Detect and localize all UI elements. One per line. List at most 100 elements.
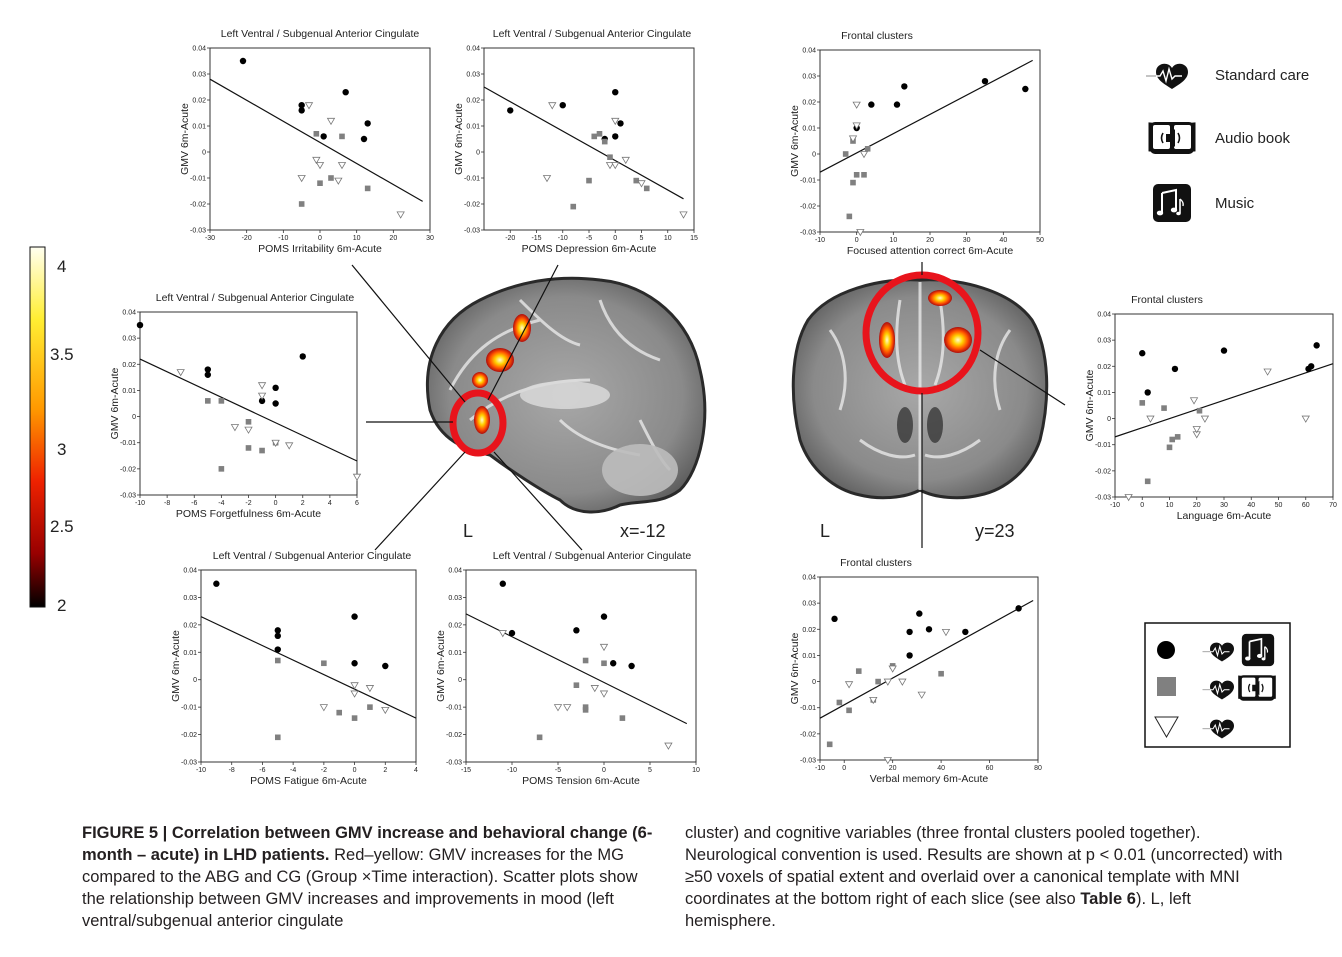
data-point-triangle — [1192, 426, 1201, 434]
activation-blob — [513, 314, 531, 342]
y-axis-label: GMV 6m-Acute — [170, 630, 182, 702]
y-tick-label: -0.01 — [464, 176, 480, 183]
data-point-square — [601, 660, 607, 667]
connector-line — [979, 349, 1066, 406]
data-point-triangle — [852, 122, 861, 130]
data-point-square — [1174, 434, 1181, 440]
coronal-coordinate-label: y=23 — [975, 521, 1015, 541]
y-tick-label: -0.01 — [446, 705, 462, 712]
activation-blob — [474, 406, 490, 434]
x-tick-label: -10 — [507, 767, 517, 774]
data-point-triangle — [230, 424, 240, 432]
colorbar: 4 3.5 3 2.5 2 — [29, 246, 74, 615]
data-point-square — [245, 419, 252, 425]
x-tick-label: 60 — [986, 765, 994, 772]
x-tick-label: 40 — [937, 765, 945, 772]
plot-frame — [200, 569, 417, 763]
x-tick-label: 0 — [842, 765, 846, 772]
sagittal-brain-slice: L x=-12 — [425, 276, 707, 541]
plot-title: Left Ventral / Subgenual Anterior Cingul… — [493, 28, 692, 40]
legend-marker-filled-circle — [1157, 641, 1175, 659]
plot-frame — [1114, 313, 1334, 498]
y-tick-label: 0.03 — [183, 595, 197, 602]
data-point-square — [274, 734, 281, 741]
y-tick-label: 0.01 — [802, 653, 816, 660]
x-tick-label: 6 — [355, 500, 359, 507]
legend-marker-open-triangle — [1154, 716, 1179, 739]
x-tick-label: 5 — [648, 767, 652, 774]
y-tick-label: 0.02 — [448, 622, 462, 629]
data-point-circle — [906, 652, 913, 659]
data-point-square — [317, 180, 323, 186]
data-point-square — [619, 715, 626, 721]
data-point-circle — [1313, 342, 1320, 349]
data-point-triangle — [350, 690, 359, 698]
figure-caption-right: cluster) and cognitive variables (three … — [685, 822, 1285, 932]
y-tick-label: -0.02 — [181, 732, 197, 739]
plot-title: Left Ventral / Subgenual Anterior Cingul… — [221, 28, 420, 40]
plot-frame — [465, 569, 697, 763]
caption-lead: FIGURE 5 | Correlation between GMV incre… — [82, 824, 653, 864]
data-point-triangle — [590, 685, 599, 693]
x-axis-label: Language 6m-Acute — [1177, 510, 1272, 522]
x-tick-label: -10 — [135, 500, 145, 507]
y-tick-label: -0.02 — [1095, 468, 1111, 475]
x-tick-label: 2 — [383, 767, 387, 774]
connector-line — [374, 451, 466, 551]
data-point-triangle — [553, 704, 563, 712]
data-point-circle — [299, 353, 306, 360]
caption-right-body-2: ). L, left hemisphere. — [685, 890, 1191, 930]
data-point-triangle — [898, 678, 907, 686]
y-tick-label: 0 — [1107, 416, 1111, 423]
data-point-square — [218, 398, 225, 404]
x-tick-label: 10 — [664, 235, 672, 242]
data-point-square — [1161, 405, 1167, 411]
data-point-square — [328, 175, 334, 181]
data-point-circle — [204, 371, 212, 378]
y-axis-label: GMV 6m-Acute — [435, 630, 447, 702]
audiobook-icon — [1238, 674, 1276, 702]
data-point-triangle — [883, 757, 893, 765]
y-tick-label: 0.02 — [183, 622, 197, 629]
x-tick-label: 30 — [963, 237, 971, 244]
scatter-plot: Left Ventral / Subgenual Anterior Cingul… — [170, 550, 418, 787]
scatter-plot: Frontal clusters Focused attention correc… — [789, 30, 1044, 257]
y-tick-label: 0 — [476, 150, 480, 157]
data-point-triangle — [599, 690, 609, 698]
x-tick-label: -15 — [461, 767, 471, 774]
data-point-circle — [612, 133, 619, 140]
scatter-plot: Frontal clusters Language 6m-Acute GMV 6m-… — [1084, 294, 1337, 522]
y-tick-label: -0.02 — [800, 204, 816, 211]
regression-line — [209, 78, 423, 202]
y-tick-label: 0.02 — [802, 627, 816, 634]
x-tick-label: -10 — [278, 235, 288, 242]
coronal-ventricle — [927, 407, 943, 443]
data-point-square — [582, 707, 589, 713]
audiobook-icon — [1148, 120, 1196, 156]
data-point-triangle — [381, 706, 390, 715]
x-axis-label: POMS Fatigue 6m-Acute — [250, 775, 367, 787]
data-point-triangle — [334, 177, 343, 185]
x-axis-label: POMS Depression 6m-Acute — [522, 243, 657, 255]
plot-title: Frontal clusters — [841, 30, 913, 42]
x-tick-label: 4 — [414, 767, 418, 774]
data-point-square — [582, 657, 589, 664]
data-point-triangle — [284, 442, 294, 450]
coronal-brain-slice: L y=23 — [791, 271, 1049, 541]
data-point-square — [842, 151, 849, 157]
data-point-triangle — [350, 682, 359, 690]
data-point-square — [1139, 400, 1146, 406]
x-tick-label: 20 — [926, 237, 934, 244]
y-axis-label: GMV 6m-Acute — [109, 367, 121, 439]
plot-frame — [483, 47, 695, 231]
data-point-square — [938, 670, 944, 677]
music-notes-icon — [1152, 183, 1192, 223]
data-point-circle — [981, 78, 989, 85]
caption-right-body-1: cluster) and cognitive variables (three … — [685, 824, 1283, 908]
data-point-circle — [382, 662, 389, 670]
plot-frame — [139, 311, 358, 496]
data-point-circle — [239, 57, 247, 65]
data-point-circle — [559, 102, 566, 109]
table-6-reference[interactable]: Table 6 — [1080, 890, 1136, 908]
y-tick-label: 0.01 — [448, 650, 462, 657]
